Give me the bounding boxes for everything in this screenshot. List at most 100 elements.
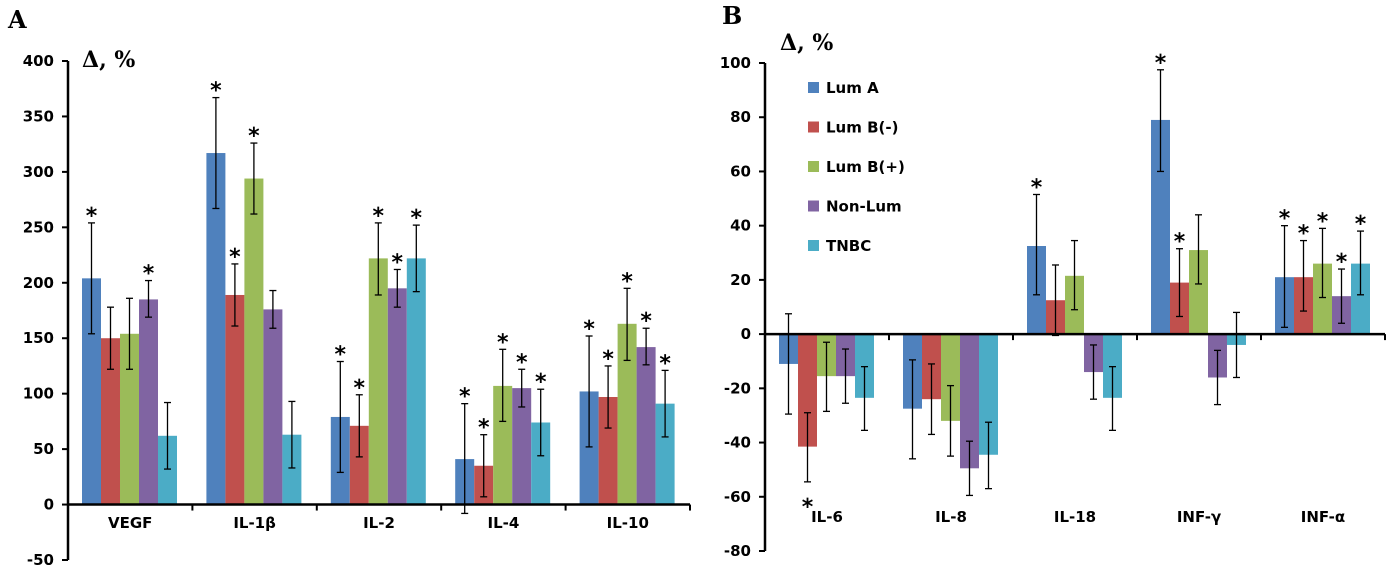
- significance-star: *: [210, 79, 222, 104]
- bar: [1151, 119, 1170, 335]
- bar: [1351, 263, 1370, 335]
- y-tick-label: -60: [724, 488, 751, 506]
- significance-star: *: [1298, 222, 1310, 247]
- significance-star: *: [229, 245, 241, 270]
- panel-b-letter: B: [722, 1, 742, 30]
- bar: [960, 334, 979, 469]
- y-tick-label: 40: [730, 217, 751, 235]
- y-tick-label: 60: [730, 162, 751, 180]
- bar: [655, 403, 675, 505]
- y-tick-label: 20: [730, 271, 751, 289]
- y-tick-label: 80: [730, 108, 751, 126]
- bar: [158, 435, 177, 505]
- y-tick-label: 350: [23, 107, 54, 125]
- x-category-label: IL-10: [607, 514, 649, 532]
- bar: [531, 422, 551, 505]
- significance-star: *: [497, 330, 509, 355]
- y-tick-label: 100: [720, 54, 751, 72]
- significance-star: *: [354, 376, 366, 401]
- significance-star: *: [1031, 175, 1043, 200]
- x-category-label: IL-8: [935, 508, 967, 526]
- legend-swatch: [808, 161, 819, 172]
- y-axis-label: Δ, %: [82, 47, 135, 73]
- bar: [101, 338, 120, 505]
- bar: [941, 334, 960, 421]
- panel-a-letter: A: [7, 5, 27, 34]
- y-tick-label: 200: [23, 274, 54, 292]
- significance-star: *: [392, 250, 404, 275]
- significance-star: *: [1155, 51, 1167, 76]
- bar: [368, 258, 388, 505]
- x-category-label: IL-1β: [233, 514, 276, 532]
- significance-star: *: [248, 124, 260, 149]
- significance-star: *: [335, 343, 347, 368]
- bar: [617, 323, 637, 505]
- significance-star: *: [1355, 212, 1367, 237]
- panel-a-chart: 400 350 300 250 200 150 100 50 0 -50 Δ, % * * VEGF * * *…: [23, 47, 691, 569]
- legend-label: Lum B(+): [826, 158, 905, 176]
- bar: [598, 396, 618, 505]
- y-tick-label: 250: [23, 218, 54, 236]
- y-tick-label: 0: [741, 325, 751, 343]
- significance-star: *: [143, 262, 155, 287]
- legend-label: Lum B(-): [826, 119, 898, 137]
- significance-star: *: [459, 385, 471, 410]
- significance-star: *: [373, 204, 385, 229]
- bar: [225, 294, 245, 505]
- y-tick-label: 400: [23, 52, 54, 70]
- bar: [120, 333, 139, 505]
- legend-label: Lum A: [826, 79, 879, 97]
- bar: [855, 334, 874, 398]
- significance-star: *: [659, 351, 671, 376]
- legend-swatch: [808, 82, 819, 93]
- y-tick-label: 150: [23, 329, 54, 347]
- significance-star: *: [86, 204, 98, 229]
- significance-star: *: [1336, 250, 1348, 275]
- significance-star: *: [1174, 230, 1186, 255]
- y-tick-label: -40: [724, 434, 751, 452]
- legend-swatch: [808, 240, 819, 251]
- y-axis-label: Δ, %: [780, 30, 833, 56]
- bar: [798, 334, 817, 447]
- bar: [512, 388, 532, 505]
- bar: [1189, 250, 1208, 335]
- bar: [139, 299, 158, 505]
- bar: [349, 425, 369, 505]
- x-category-label: IL-6: [811, 508, 843, 526]
- significance-star: *: [602, 347, 614, 372]
- y-tick-label: 300: [23, 163, 54, 181]
- bar: [1103, 334, 1122, 398]
- bar: [244, 178, 264, 505]
- significance-star: *: [535, 370, 547, 395]
- significance-star: *: [583, 317, 595, 342]
- bar: [636, 347, 656, 505]
- bar: [979, 334, 998, 455]
- bar: [263, 309, 283, 505]
- significance-star: *: [621, 269, 633, 294]
- y-tick-label: 100: [23, 385, 54, 403]
- significance-star: *: [1279, 207, 1291, 232]
- x-category-label: INF-γ: [1177, 508, 1221, 526]
- bar: [406, 258, 426, 505]
- significance-star: *: [640, 309, 652, 334]
- legend-label: TNBC: [826, 237, 871, 255]
- y-tick-label: 50: [33, 440, 54, 458]
- significance-star: *: [411, 206, 423, 231]
- x-category-label: VEGF: [108, 514, 152, 532]
- bar: [1313, 263, 1332, 335]
- bar: [282, 434, 302, 505]
- significance-star: *: [516, 350, 528, 375]
- x-category-label: INF-α: [1301, 508, 1345, 526]
- bar: [493, 385, 513, 505]
- x-category-label: IL-4: [487, 514, 519, 532]
- legend-label: Non-Lum: [826, 198, 902, 216]
- x-category-label: IL-18: [1054, 508, 1096, 526]
- y-tick-label: -50: [27, 551, 54, 569]
- legend-swatch: [808, 121, 819, 133]
- significance-star: *: [802, 495, 814, 520]
- x-category-label: IL-2: [363, 514, 395, 532]
- y-tick-label: 0: [44, 496, 54, 514]
- y-tick-label: -80: [724, 542, 751, 560]
